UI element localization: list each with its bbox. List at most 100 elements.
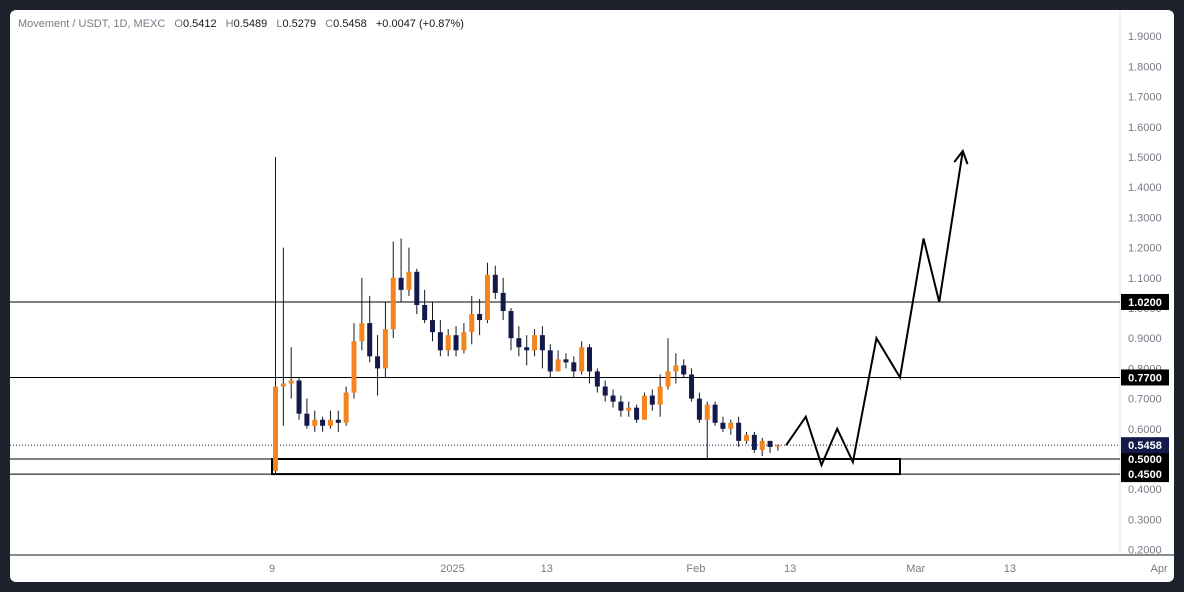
price-tick-label: 0.6000 bbox=[1128, 424, 1162, 436]
support-zone[interactable] bbox=[271, 458, 901, 476]
candle-body bbox=[775, 445, 781, 447]
candle-body bbox=[539, 335, 545, 351]
candle bbox=[720, 416, 726, 432]
candle bbox=[704, 401, 710, 459]
arrow-head-icon bbox=[953, 148, 969, 165]
price-tick-label: 1.2000 bbox=[1128, 243, 1162, 255]
candle-body bbox=[367, 323, 373, 357]
candle-body bbox=[414, 271, 420, 305]
projection-path[interactable] bbox=[785, 148, 969, 468]
level-badge: 1.0200 bbox=[1121, 293, 1169, 310]
candle bbox=[712, 401, 718, 426]
candle-body bbox=[563, 359, 569, 363]
candle-body bbox=[728, 422, 734, 429]
candle-body bbox=[759, 440, 765, 450]
symbol-header: Movement / USDT, 1D, MEXC O0.5412 H0.548… bbox=[18, 18, 464, 30]
candle-body bbox=[532, 335, 538, 351]
candle bbox=[500, 277, 506, 321]
candle-body bbox=[634, 407, 640, 420]
level-badge-bg bbox=[1121, 369, 1169, 386]
price-tick-label: 0.9000 bbox=[1128, 333, 1162, 345]
high-label: H bbox=[225, 18, 234, 30]
candle bbox=[516, 326, 522, 357]
candle-body bbox=[681, 365, 687, 375]
time-tick-label: 2025 bbox=[440, 563, 464, 575]
candle bbox=[610, 389, 616, 408]
candle-body bbox=[445, 335, 451, 351]
level-badge: 0.4500 bbox=[1121, 466, 1169, 483]
candle-body bbox=[359, 323, 365, 342]
candle bbox=[273, 157, 278, 475]
level-badge: 0.5000 bbox=[1121, 451, 1169, 467]
price-chart[interactable]: 1.9000 1.8000 1.7000 1.6000 1.5000 1.4000 1.30… bbox=[10, 10, 1174, 582]
candle bbox=[571, 356, 577, 378]
candle bbox=[665, 338, 671, 390]
candle bbox=[657, 374, 663, 417]
time-tick-label: 9 bbox=[269, 563, 275, 575]
candle-body bbox=[343, 392, 349, 423]
candle-body bbox=[327, 419, 333, 426]
candle bbox=[327, 410, 333, 429]
candle-body bbox=[351, 341, 357, 393]
time-axis[interactable]: 9 2025 13 Feb 13 Mar 13 Apr bbox=[10, 554, 1174, 575]
candle-body bbox=[736, 422, 742, 441]
candle bbox=[649, 389, 655, 411]
candle-body bbox=[398, 277, 404, 290]
candle-body bbox=[484, 274, 490, 321]
candle-body bbox=[547, 350, 553, 372]
time-tick-label: Mar bbox=[906, 563, 925, 575]
candle-body bbox=[273, 386, 278, 472]
candle-body bbox=[288, 380, 294, 384]
time-tick-label: Apr bbox=[1150, 563, 1167, 575]
candle-body bbox=[704, 404, 710, 420]
level-badge-bg bbox=[1121, 466, 1169, 483]
price-tick-label: 1.7000 bbox=[1128, 92, 1162, 104]
last-price-badge: 0.5458 bbox=[1121, 437, 1169, 454]
close-value: 0.5458 bbox=[333, 18, 367, 30]
candle-body bbox=[602, 386, 608, 396]
change-value: +0.0047 (+0.87%) bbox=[375, 18, 464, 30]
candle-body bbox=[508, 311, 514, 339]
level-badge-label: 1.0200 bbox=[1128, 297, 1162, 309]
candle bbox=[492, 265, 498, 299]
candle-body bbox=[744, 434, 749, 441]
last-price-badge-bg bbox=[1121, 437, 1169, 454]
candle bbox=[437, 320, 443, 357]
open-label: O bbox=[174, 18, 183, 30]
candle-body bbox=[516, 338, 522, 348]
price-tick-label: 0.3000 bbox=[1128, 514, 1162, 526]
candle-body bbox=[555, 359, 561, 372]
candle bbox=[343, 386, 349, 426]
candle-body bbox=[618, 401, 624, 411]
candle-body bbox=[610, 395, 616, 402]
candle-body bbox=[375, 356, 381, 369]
symbol-title[interactable]: Movement / USDT, 1D, MEXC bbox=[18, 18, 166, 30]
candle bbox=[602, 380, 608, 402]
candle-body bbox=[492, 274, 498, 293]
candle bbox=[304, 398, 310, 429]
candle-body bbox=[720, 422, 726, 429]
level-badge: 0.7700 bbox=[1121, 369, 1169, 386]
candle-body bbox=[767, 440, 773, 447]
price-tick-label: 0.2000 bbox=[1128, 545, 1162, 557]
price-tick-label: 0.4000 bbox=[1128, 484, 1162, 496]
price-axis[interactable]: 1.9000 1.8000 1.7000 1.6000 1.5000 1.4000 1.30… bbox=[1119, 10, 1162, 557]
candle-body bbox=[594, 371, 600, 387]
candle-body bbox=[304, 413, 310, 426]
horizontal-levels[interactable] bbox=[10, 301, 1120, 475]
candle-body bbox=[296, 380, 302, 414]
price-tick-label: 1.8000 bbox=[1128, 61, 1162, 73]
candles bbox=[273, 157, 781, 475]
candle bbox=[673, 353, 679, 384]
candle-body bbox=[406, 271, 412, 290]
candle-body bbox=[649, 395, 655, 405]
candle bbox=[359, 277, 365, 351]
time-tick-label: Feb bbox=[686, 563, 705, 575]
candle bbox=[634, 404, 640, 423]
candle-body bbox=[665, 371, 671, 387]
candle bbox=[469, 295, 475, 345]
candle bbox=[547, 344, 553, 378]
candle-body bbox=[673, 365, 679, 372]
candle bbox=[382, 301, 388, 378]
candle bbox=[390, 241, 396, 339]
